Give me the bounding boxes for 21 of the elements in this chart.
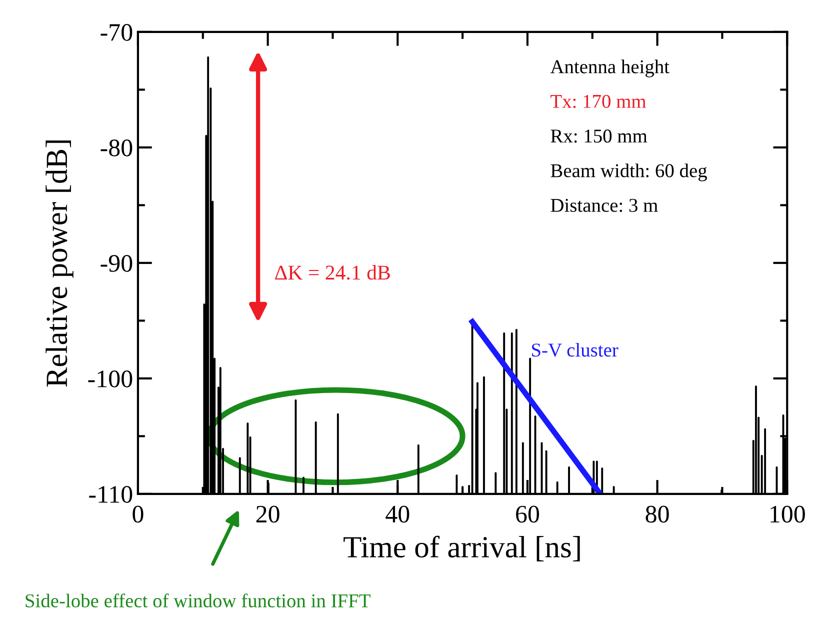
x-axis-title: Time of arrival [ns] bbox=[344, 536, 580, 562]
y-axis-title: Relative power [dB] bbox=[46, 140, 74, 387]
annotation: ΔK = 24.1 dB bbox=[275, 265, 390, 280]
x-tick-label: 20 bbox=[256, 506, 280, 523]
x-tick-label: 100 bbox=[770, 506, 805, 523]
y-tick-label: -90 bbox=[100, 254, 132, 272]
annotation: Beam width: 60 deg bbox=[550, 164, 707, 182]
y-tick-label: -70 bbox=[100, 24, 132, 41]
annotation: Rx: 150 mm bbox=[550, 130, 648, 143]
x-tick-label: 60 bbox=[516, 506, 540, 523]
annotation: Tx: 170 mm bbox=[550, 94, 646, 108]
x-tick-label: 40 bbox=[386, 506, 410, 523]
series-label: S-V cluster bbox=[532, 342, 618, 357]
y-tick-label: -100 bbox=[88, 370, 132, 388]
x-tick-label: 0 bbox=[132, 506, 144, 523]
x-tick-label: 80 bbox=[646, 506, 669, 523]
annotation: Antenna height bbox=[550, 60, 670, 78]
y-tick-label: -80 bbox=[100, 139, 132, 156]
y-tick-label: -110 bbox=[89, 486, 132, 503]
annotation: Distance: 3 m bbox=[550, 198, 658, 212]
text: Side-lobe effect of window function in IFFT bbox=[26, 594, 370, 608]
